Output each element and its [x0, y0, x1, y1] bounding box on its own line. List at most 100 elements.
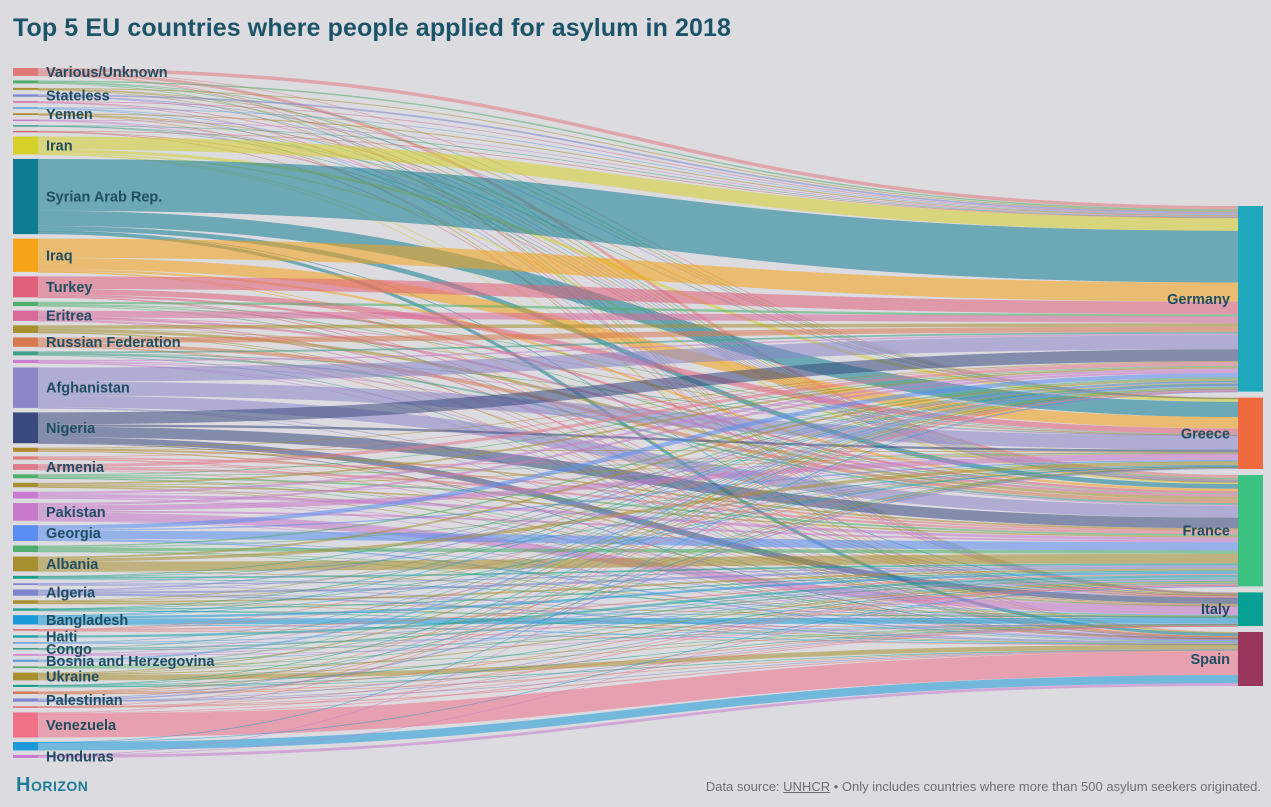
source-label-armenia: Armenia [46, 460, 105, 476]
link-source-51-to-france [37, 586, 1239, 743]
source-node-unlabeled-19[interactable] [13, 359, 38, 363]
target-node-germany[interactable] [1238, 206, 1263, 392]
source-label-russian-federation: Russian Federation [46, 335, 181, 351]
source-node-unlabeled-47[interactable] [13, 691, 38, 694]
source-node-unlabeled-23[interactable] [13, 456, 38, 460]
link-palestinian-to-germany [37, 389, 1239, 700]
link-source-47-to-greece [37, 467, 1239, 693]
link-source-40-to-italy [37, 623, 1239, 645]
source-node-unlabeled-4[interactable] [13, 101, 38, 103]
link-source-26-to-germany [37, 366, 1239, 485]
source-node-unlabeled-42[interactable] [13, 654, 38, 656]
source-node-unlabeled-32[interactable] [13, 575, 38, 579]
source-prefix: Data source: [705, 779, 784, 794]
source-node-armenia[interactable] [13, 464, 38, 470]
source-node-unlabeled-9[interactable] [13, 130, 38, 133]
link-source-18-to-germany [37, 332, 1239, 354]
source-node-georgia[interactable] [13, 525, 38, 542]
link-nigeria-to-germany [37, 349, 1239, 425]
target-node-greece[interactable] [1238, 397, 1263, 470]
source-label-bangladesh: Bangladesh [46, 613, 128, 629]
source-node-unlabeled-2[interactable] [13, 87, 38, 90]
source-node-unlabeled-49[interactable] [13, 706, 38, 708]
source-node-unlabeled-16[interactable] [13, 325, 38, 333]
source-node-russian-federation[interactable] [13, 337, 38, 347]
link-pakistan-to-germany [37, 370, 1239, 506]
source-node-afghanistan[interactable] [13, 367, 38, 408]
source-label-nigeria: Nigeria [46, 421, 96, 437]
source-node-unlabeled-44[interactable] [13, 666, 38, 669]
source-node-congo[interactable] [13, 647, 38, 650]
source-node-unlabeled-22[interactable] [13, 447, 38, 452]
source-node-various-unknown[interactable] [13, 68, 38, 76]
link-congo-to-germany [37, 384, 1239, 649]
source-node-honduras[interactable] [13, 754, 38, 758]
source-node-haiti[interactable] [13, 635, 38, 638]
source-node-stateless[interactable] [13, 94, 38, 97]
source-link[interactable]: UNHCR [783, 779, 831, 794]
source-node-nigeria[interactable] [13, 412, 38, 444]
link-ukraine-to-germany [37, 387, 1239, 674]
source-node-eritrea[interactable] [13, 310, 38, 321]
source-node-unlabeled-5[interactable] [13, 107, 38, 109]
target-node-italy[interactable] [1238, 592, 1263, 627]
source-node-unlabeled-1[interactable] [13, 80, 38, 84]
source-node-unlabeled-35[interactable] [13, 600, 38, 604]
source-node-unlabeled-8[interactable] [13, 125, 38, 127]
link-armenia-to-france [37, 467, 1239, 535]
link-source-22-to-france [37, 448, 1239, 531]
link-honduras-to-germany [37, 391, 1239, 756]
link-source-4-to-germany [37, 101, 1239, 215]
target-label-italy: Italy [1201, 602, 1230, 618]
source-label-stateless: Stateless [46, 89, 110, 105]
link-venezuela-to-spain [37, 651, 1239, 738]
source-node-unlabeled-14[interactable] [13, 301, 38, 307]
link-source-35-to-france [37, 568, 1239, 603]
link-georgia-to-italy [37, 539, 1239, 616]
source-node-palestinian[interactable] [13, 698, 38, 702]
source-label-afghanistan: Afghanistan [46, 381, 130, 397]
source-node-unlabeled-7[interactable] [13, 119, 38, 122]
target-node-spain[interactable] [1238, 632, 1263, 686]
source-node-unlabeled-46[interactable] [13, 684, 38, 687]
source-node-unlabeled-27[interactable] [13, 491, 38, 499]
link-congo-to-italy [37, 624, 1239, 651]
link-source-42-to-italy [37, 624, 1239, 656]
target-label-greece: Greece [1181, 426, 1230, 442]
source-node-venezuela[interactable] [13, 712, 38, 738]
link-source-49-to-spain [37, 650, 1239, 708]
link-ukraine-to-france [37, 581, 1239, 676]
link-source-40-to-france [37, 577, 1239, 644]
source-node-yemen[interactable] [13, 113, 38, 116]
source-node-unlabeled-36[interactable] [13, 608, 38, 611]
link-algeria-to-greece [37, 465, 1239, 592]
source-node-ukraine[interactable] [13, 672, 38, 681]
source-node-unlabeled-33[interactable] [13, 583, 38, 586]
link-venezuela-to-france [37, 585, 1239, 714]
source-node-syrian-arab-rep[interactable] [13, 158, 38, 235]
source-label-palestinian: Palestinian [46, 693, 123, 709]
source-node-iraq[interactable] [13, 238, 38, 272]
source-node-algeria[interactable] [13, 589, 38, 596]
source-node-unlabeled-30[interactable] [13, 545, 38, 553]
source-node-turkey[interactable] [13, 276, 38, 298]
source-node-unlabeled-26[interactable] [13, 482, 38, 488]
source-node-pakistan[interactable] [13, 503, 38, 521]
link-palestinian-to-greece [37, 467, 1239, 701]
link-yemen-to-germany [37, 113, 1239, 217]
source-node-unlabeled-25[interactable] [13, 474, 38, 479]
source-node-bangladesh[interactable] [13, 615, 38, 625]
source-node-unlabeled-38[interactable] [13, 628, 38, 631]
link-source-47-to-spain [37, 649, 1239, 695]
source-label-georgia: Georgia [46, 526, 102, 542]
target-node-france[interactable] [1238, 475, 1263, 587]
source-node-unlabeled-40[interactable] [13, 642, 38, 644]
source-node-bosnia-and-herzegovina[interactable] [13, 659, 38, 662]
source-node-unlabeled-18[interactable] [13, 351, 38, 356]
link-source-23-to-germany [37, 361, 1239, 458]
source-node-iran[interactable] [13, 136, 38, 155]
link-armenia-to-greece [37, 452, 1239, 469]
source-node-albania[interactable] [13, 556, 38, 572]
source-node-unlabeled-51[interactable] [13, 742, 38, 751]
source-label-albania: Albania [46, 557, 99, 573]
